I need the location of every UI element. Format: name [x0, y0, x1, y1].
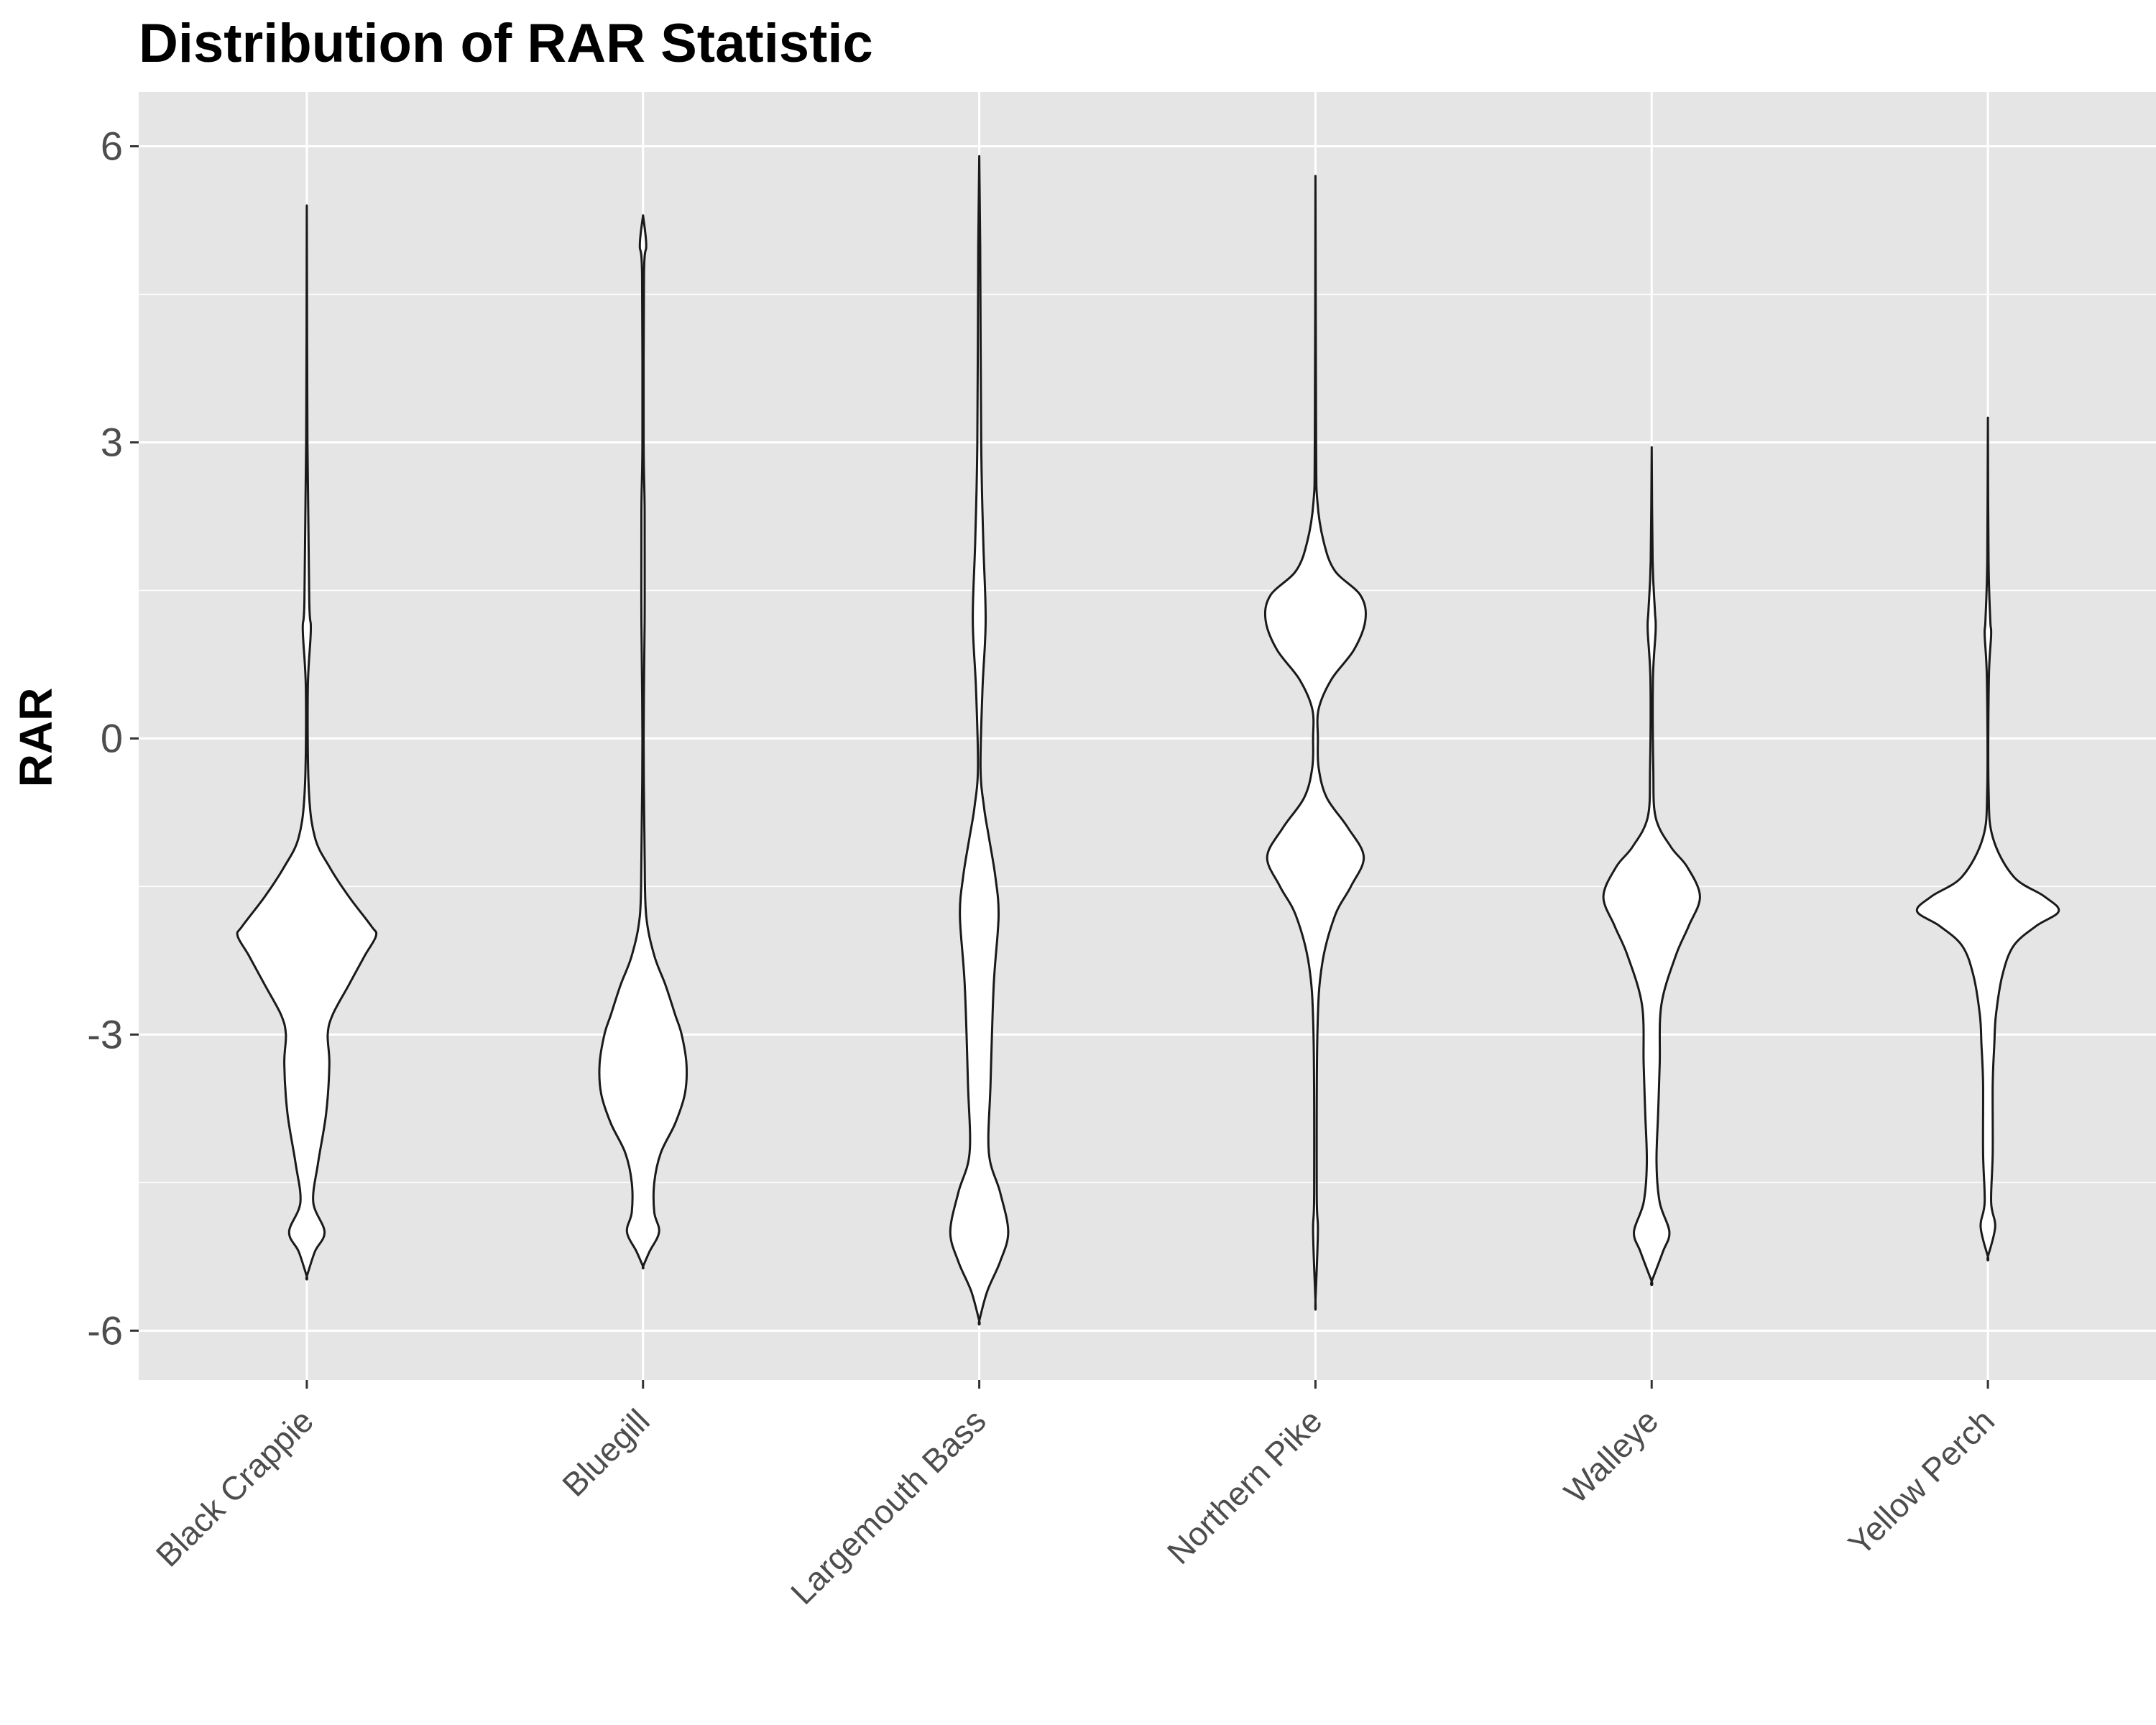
y-tick-label: 0	[101, 715, 123, 760]
violin-northern-pike	[1263, 175, 1367, 1311]
y-axis: -6 -3 0 3 6	[87, 124, 139, 1353]
y-axis-title: RAR	[10, 688, 62, 788]
x-tick-label: Yellow Perch	[1841, 1402, 2002, 1563]
violin-yellow-perch	[1915, 416, 2060, 1261]
x-tick-label: Bluegill	[555, 1402, 657, 1504]
x-axis: Black Crappie Bluegill Largemouth Bass Nort…	[149, 1380, 2001, 1611]
x-tick-label: Walleye	[1557, 1402, 1665, 1510]
y-tick-label: 3	[101, 419, 123, 464]
y-tick-label: 6	[101, 124, 123, 169]
violin-largemouth-bass	[949, 155, 1010, 1326]
grid-minor	[139, 293, 2156, 1184]
violins	[236, 155, 2060, 1326]
x-tick-label: Largemouth Bass	[783, 1402, 993, 1611]
y-tick-label: -6	[87, 1307, 123, 1353]
violin-black-crappie	[236, 204, 378, 1281]
x-tick-label: Northern Pike	[1160, 1402, 1330, 1571]
violin-walleye	[1602, 446, 1701, 1287]
chart-title: Distribution of RAR Statistic	[139, 13, 873, 74]
plot-panel	[139, 92, 2156, 1380]
y-tick-label: -3	[87, 1011, 123, 1057]
x-tick-label: Black Crappie	[149, 1402, 321, 1573]
violin-bluegill	[598, 214, 688, 1270]
